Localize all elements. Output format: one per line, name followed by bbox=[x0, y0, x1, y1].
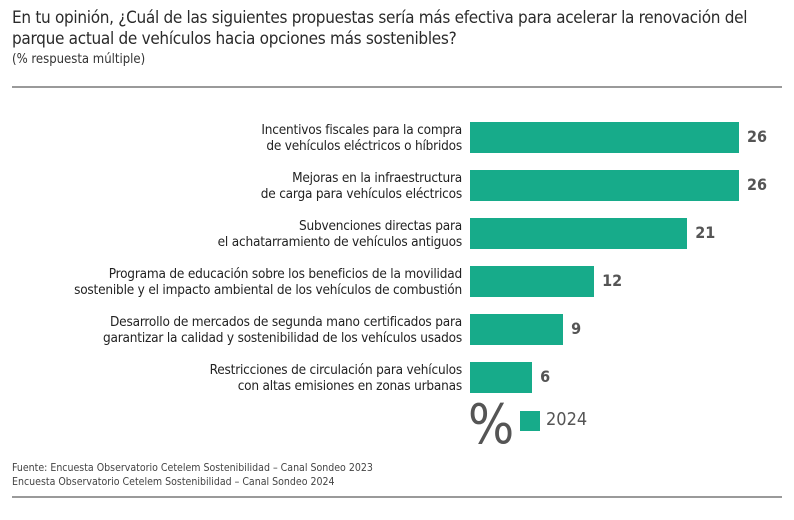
category-label-line: Mejoras en la infraestructura bbox=[292, 170, 462, 186]
category-label-line: sostenible y el impacto ambiental de los… bbox=[74, 282, 462, 298]
category-label: Restricciones de circulación para vehícu… bbox=[209, 362, 463, 394]
category-label-line: garantizar la calidad y sostenibilidad d… bbox=[102, 330, 462, 346]
chart-title: En tu opinión, ¿Cuál de las siguientes p… bbox=[12, 8, 748, 49]
data-label: 6 bbox=[540, 367, 551, 386]
bar bbox=[470, 362, 533, 393]
bar bbox=[470, 266, 595, 297]
bar bbox=[470, 314, 564, 345]
unit-symbol: % bbox=[468, 393, 515, 456]
legend-label: 2024 bbox=[546, 409, 588, 430]
category-label: Incentivos fiscales para la compra de veh… bbox=[261, 122, 462, 154]
data-label: 26 bbox=[747, 175, 768, 194]
bar bbox=[470, 218, 688, 249]
category-label-line: el achatarramiento de vehículos antiguos bbox=[217, 234, 463, 250]
category-label-line: Subvenciones directas para bbox=[298, 218, 462, 234]
category-label: Mejoras en la infraestructura de carga pa… bbox=[261, 170, 462, 202]
category-label-line: de carga para vehículos eléctricos bbox=[260, 186, 462, 202]
category-label-line: Restricciones de circulación para vehícu… bbox=[209, 362, 463, 378]
category-label-line: de vehículos eléctricos o híbridos bbox=[266, 138, 462, 154]
category-label-line: Programa de educación sobre los benefici… bbox=[108, 266, 462, 282]
category-label: Programa de educación sobre los benefici… bbox=[74, 266, 462, 298]
category-label: Desarrollo de mercados de segunda mano c… bbox=[103, 314, 462, 346]
chart-subtitle: (% respuesta múltiple) bbox=[12, 52, 146, 67]
data-label: 12 bbox=[602, 271, 623, 290]
category-label-line: con altas emisiones en zonas urbanas bbox=[237, 378, 463, 394]
bar bbox=[470, 170, 739, 201]
legend-swatch bbox=[520, 411, 540, 431]
category-label-line: Desarrollo de mercados de segunda mano c… bbox=[110, 314, 462, 330]
data-label: 26 bbox=[747, 127, 768, 146]
data-label: 9 bbox=[571, 319, 582, 338]
category-label: Subvenciones directas para el achatarrami… bbox=[217, 218, 463, 250]
bar bbox=[470, 122, 739, 153]
data-label: 21 bbox=[695, 223, 716, 242]
category-label-line: Incentivos fiscales para la compra bbox=[261, 122, 462, 138]
top-divider bbox=[12, 86, 782, 88]
source-line-2: Encuesta Observatorio Cetelem Sostenibil… bbox=[12, 476, 335, 488]
source-line-1: Fuente: Encuesta Observatorio Cetelem So… bbox=[12, 462, 373, 474]
bottom-divider bbox=[12, 496, 782, 498]
